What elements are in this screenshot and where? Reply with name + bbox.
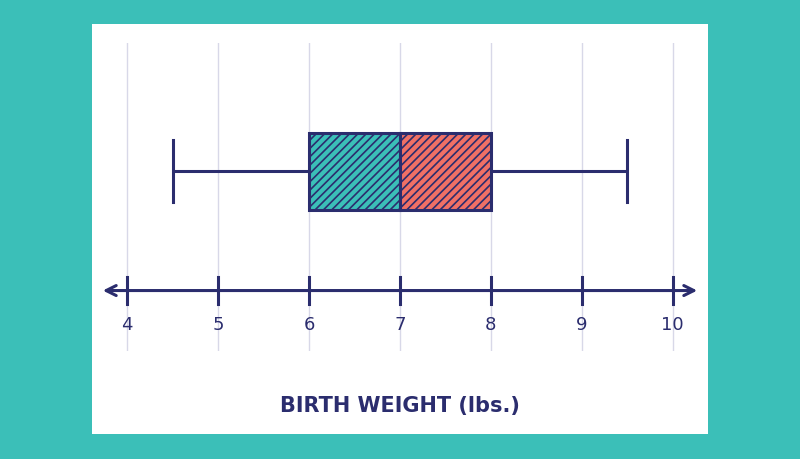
- Text: 9: 9: [576, 315, 587, 333]
- Text: BIRTH WEIGHT (lbs.): BIRTH WEIGHT (lbs.): [280, 396, 520, 415]
- Bar: [309, 133, 400, 210]
- Text: 8: 8: [486, 315, 497, 333]
- Text: 7: 7: [394, 315, 406, 333]
- Text: 10: 10: [662, 315, 684, 333]
- Text: 5: 5: [213, 315, 224, 333]
- Bar: [400, 133, 491, 210]
- Text: 6: 6: [303, 315, 314, 333]
- Text: 4: 4: [122, 315, 133, 333]
